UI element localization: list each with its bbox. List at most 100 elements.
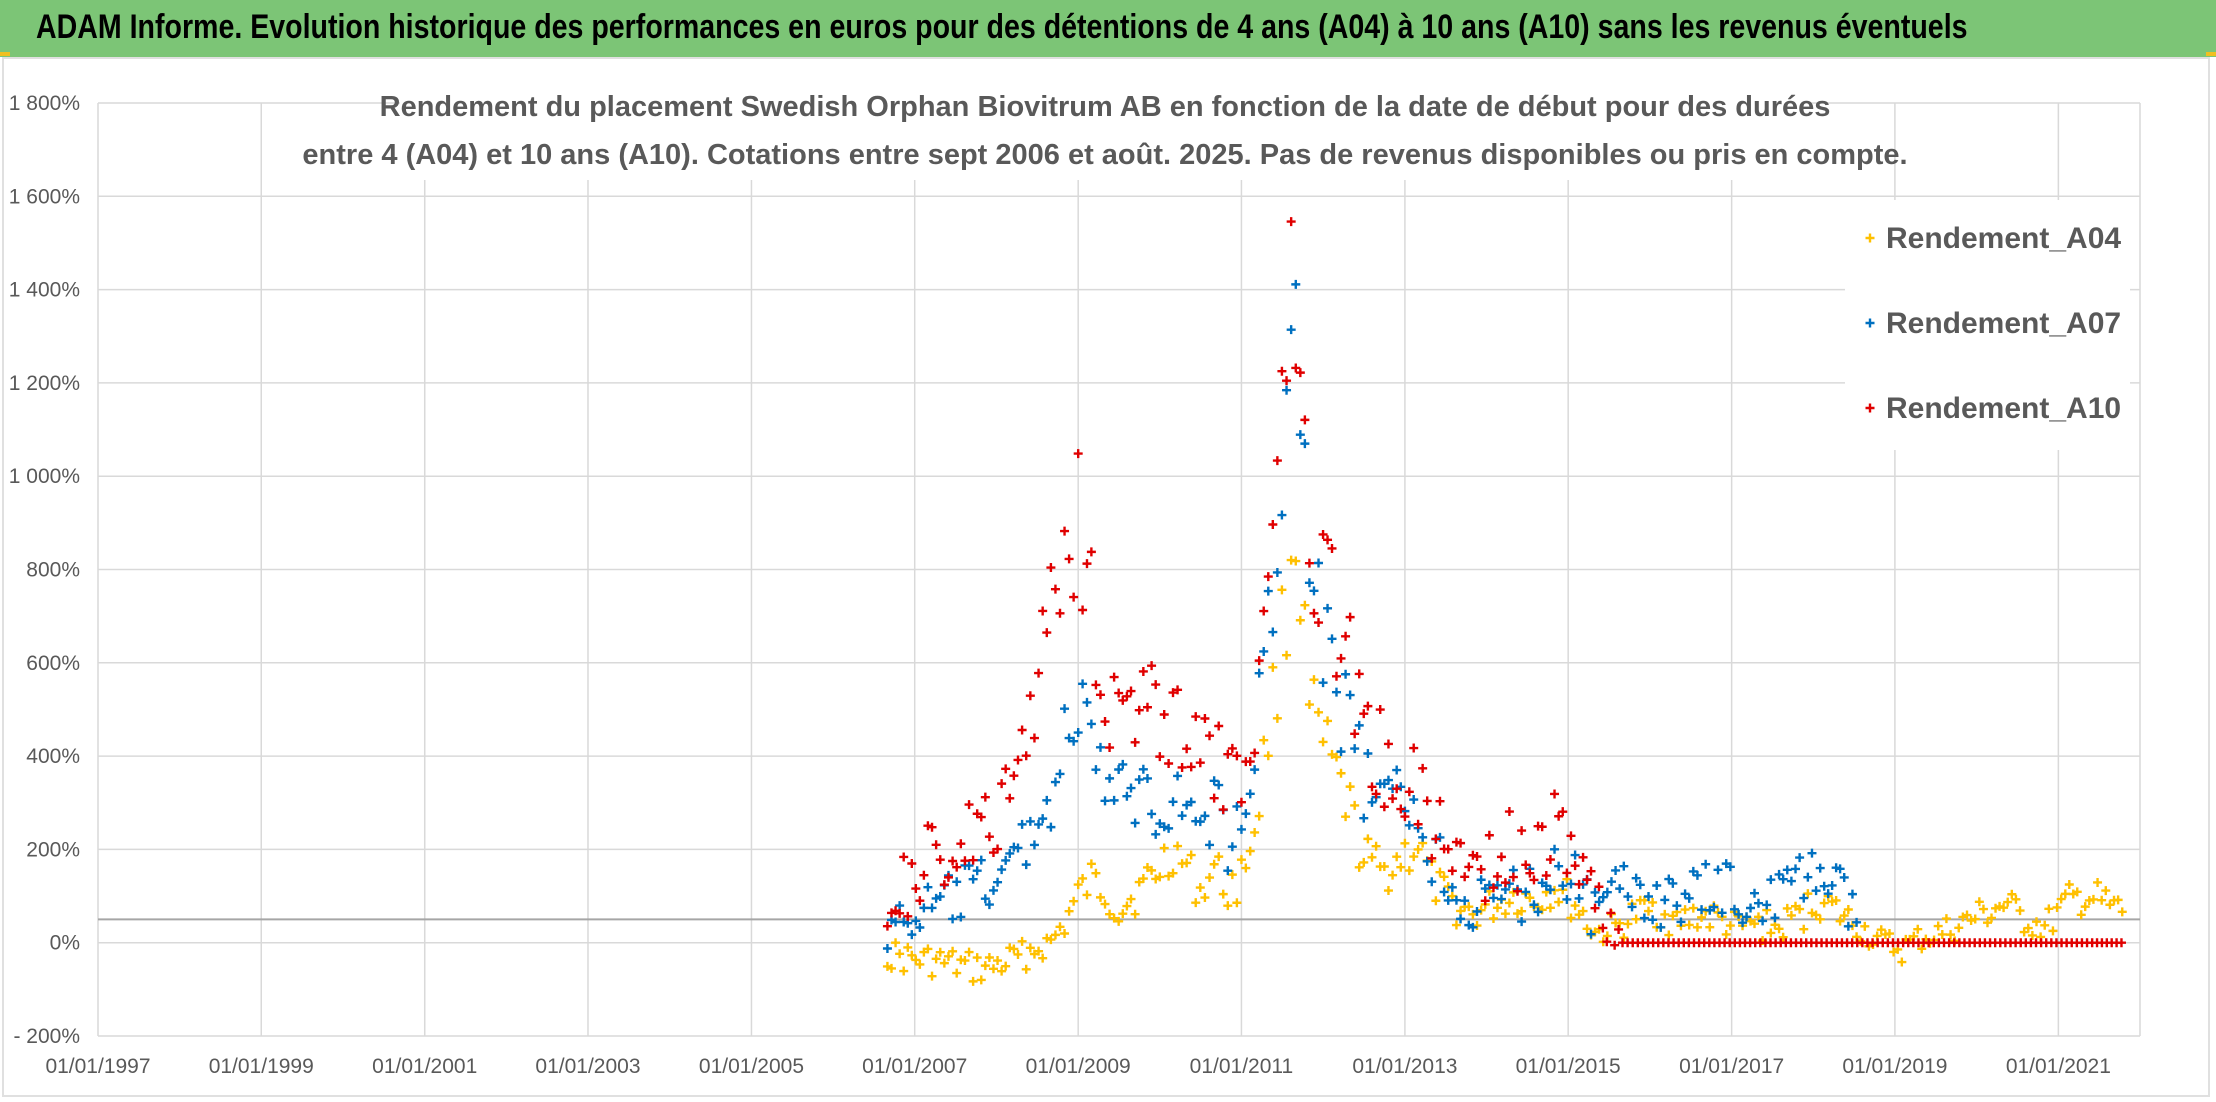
rendement-a04-point (948, 946, 958, 956)
rendement-a10-point (1069, 592, 1079, 602)
rendement-a04-point (2056, 894, 2066, 904)
rendement-a04-point (1664, 930, 1674, 940)
rendement-a10-point (1122, 691, 1132, 701)
rendement-a04-point (1038, 953, 1048, 963)
rendement-a07-point (1456, 914, 1466, 924)
rendement-a04-point (1114, 916, 1124, 926)
rendement-a04-point (1819, 898, 1829, 908)
rendement-a10-point (964, 800, 974, 810)
rendement-a07-point (1151, 829, 1161, 839)
rendement-a10-point (1013, 755, 1023, 765)
y-tick-label: 1 200% (9, 372, 80, 395)
rendement-a10-point (1566, 831, 1576, 841)
rendement-a04-point (1025, 943, 1035, 953)
rendement-a07-point (1750, 888, 1759, 898)
rendement-a07-point (1005, 848, 1015, 858)
rendement-a04-point (1517, 906, 1527, 916)
rendement-a04-point (2011, 894, 2021, 904)
rendement-a10-point (1413, 819, 1423, 829)
rendement-a07-point (1819, 881, 1829, 891)
rendement-a04-point (1318, 737, 1328, 747)
rendement-a10-point (1521, 860, 1531, 870)
rendement-a10-point (1134, 705, 1144, 715)
rendement-a07-point (1839, 872, 1849, 882)
rendement-a07-point (1250, 765, 1260, 775)
rendement-a10-point (1034, 668, 1044, 678)
rendement-a07-point (1692, 870, 1702, 880)
rendement-a10-point (1500, 878, 1510, 888)
rendement-a04-point (2076, 910, 2086, 920)
rendement-a07-point (1282, 385, 1292, 395)
rendement-a07-point (1570, 850, 1580, 860)
rendement-a04-point (1799, 924, 1809, 934)
rendement-a10-point (1025, 691, 1035, 701)
rendement-a07-point (891, 917, 901, 927)
rendement-a10-point (1484, 830, 1494, 840)
rendement-a04-point (1962, 910, 1972, 920)
rendement-a04-point (1778, 932, 1788, 942)
rendement-a07-point (997, 865, 1007, 875)
rendement-a07-point (1676, 917, 1686, 927)
rendement-a07-point (911, 916, 921, 926)
rendement-a04-point (1500, 909, 1510, 919)
rendement-a07-point (1701, 859, 1711, 869)
rendement-a04-point (968, 976, 978, 986)
rendement-a07-point (1205, 840, 1215, 850)
rendement-a04-point (1091, 868, 1101, 878)
rendement-a04-point (1554, 897, 1564, 907)
rendement-a07-point (1223, 866, 1233, 876)
rendement-a07-point (1336, 747, 1346, 757)
x-tick-label: 01/01/2015 (1516, 1055, 1621, 1078)
y-tick-label: - 200% (13, 1025, 80, 1048)
rendement-a04-point (1186, 850, 1196, 860)
rendement-a04-point (1100, 899, 1110, 909)
rendement-a07-point (1468, 922, 1478, 932)
rendement-a10-point (1602, 937, 1612, 947)
rendement-a10-point (1091, 680, 1101, 690)
rendement-a07-point (1545, 885, 1555, 895)
rendement-a04-point (1439, 872, 1449, 882)
rendement-a07-point (1574, 893, 1584, 903)
rendement-a07-point (1717, 908, 1727, 918)
rendement-a04-point (1721, 929, 1731, 939)
rendement-a04-point (1525, 893, 1535, 903)
rendement-a07-point (1847, 889, 1857, 899)
rendement-a07-point (1815, 863, 1825, 873)
rendement-a10-point (1537, 822, 1547, 832)
rendement-a04-point (1350, 800, 1360, 810)
rendement-a10-point (1142, 702, 1152, 712)
rendement-a07-point (1109, 795, 1119, 805)
rendement-a07-point (1314, 558, 1324, 568)
rendement-a07-point (1660, 895, 1670, 905)
rendement-a10-point (1191, 712, 1201, 722)
rendement-a07-point (1363, 748, 1373, 758)
rendement-a07-point (1791, 864, 1801, 874)
rendement-a07-point (1652, 881, 1662, 891)
rendement-a04-point (1354, 862, 1364, 872)
chart-title-background (400, 80, 1810, 180)
rendement-a10-point (1147, 661, 1157, 671)
rendement-a07-point (1566, 879, 1576, 889)
rendement-a04-point (1680, 905, 1690, 915)
rendement-a07-point (1734, 909, 1744, 919)
rendement-a07-point (907, 930, 917, 940)
rendement-a04-point (1245, 846, 1255, 856)
rendement-a04-point (1697, 912, 1707, 922)
rendement-a07-point (1496, 894, 1506, 904)
rendement-a07-point (1295, 430, 1305, 440)
rendement-a04-point (1644, 906, 1653, 916)
rendement-a10-point (952, 862, 962, 872)
rendement-a04-point (1774, 924, 1784, 934)
rendement-a04-point (2003, 897, 2013, 907)
rendement-a10-point (1200, 714, 1210, 724)
rendement-a10-point (1105, 743, 1115, 753)
rendement-a07-point (1823, 889, 1833, 899)
rendement-a10-point (1126, 686, 1136, 696)
rendement-a10-point (1291, 363, 1301, 373)
rendement-a04-point (1109, 913, 1119, 923)
rendement-a10-point (1309, 608, 1319, 618)
rendement-a10-point (1114, 688, 1124, 698)
rendement-a04-point (1431, 896, 1441, 906)
rendement-a04-point (903, 942, 913, 952)
